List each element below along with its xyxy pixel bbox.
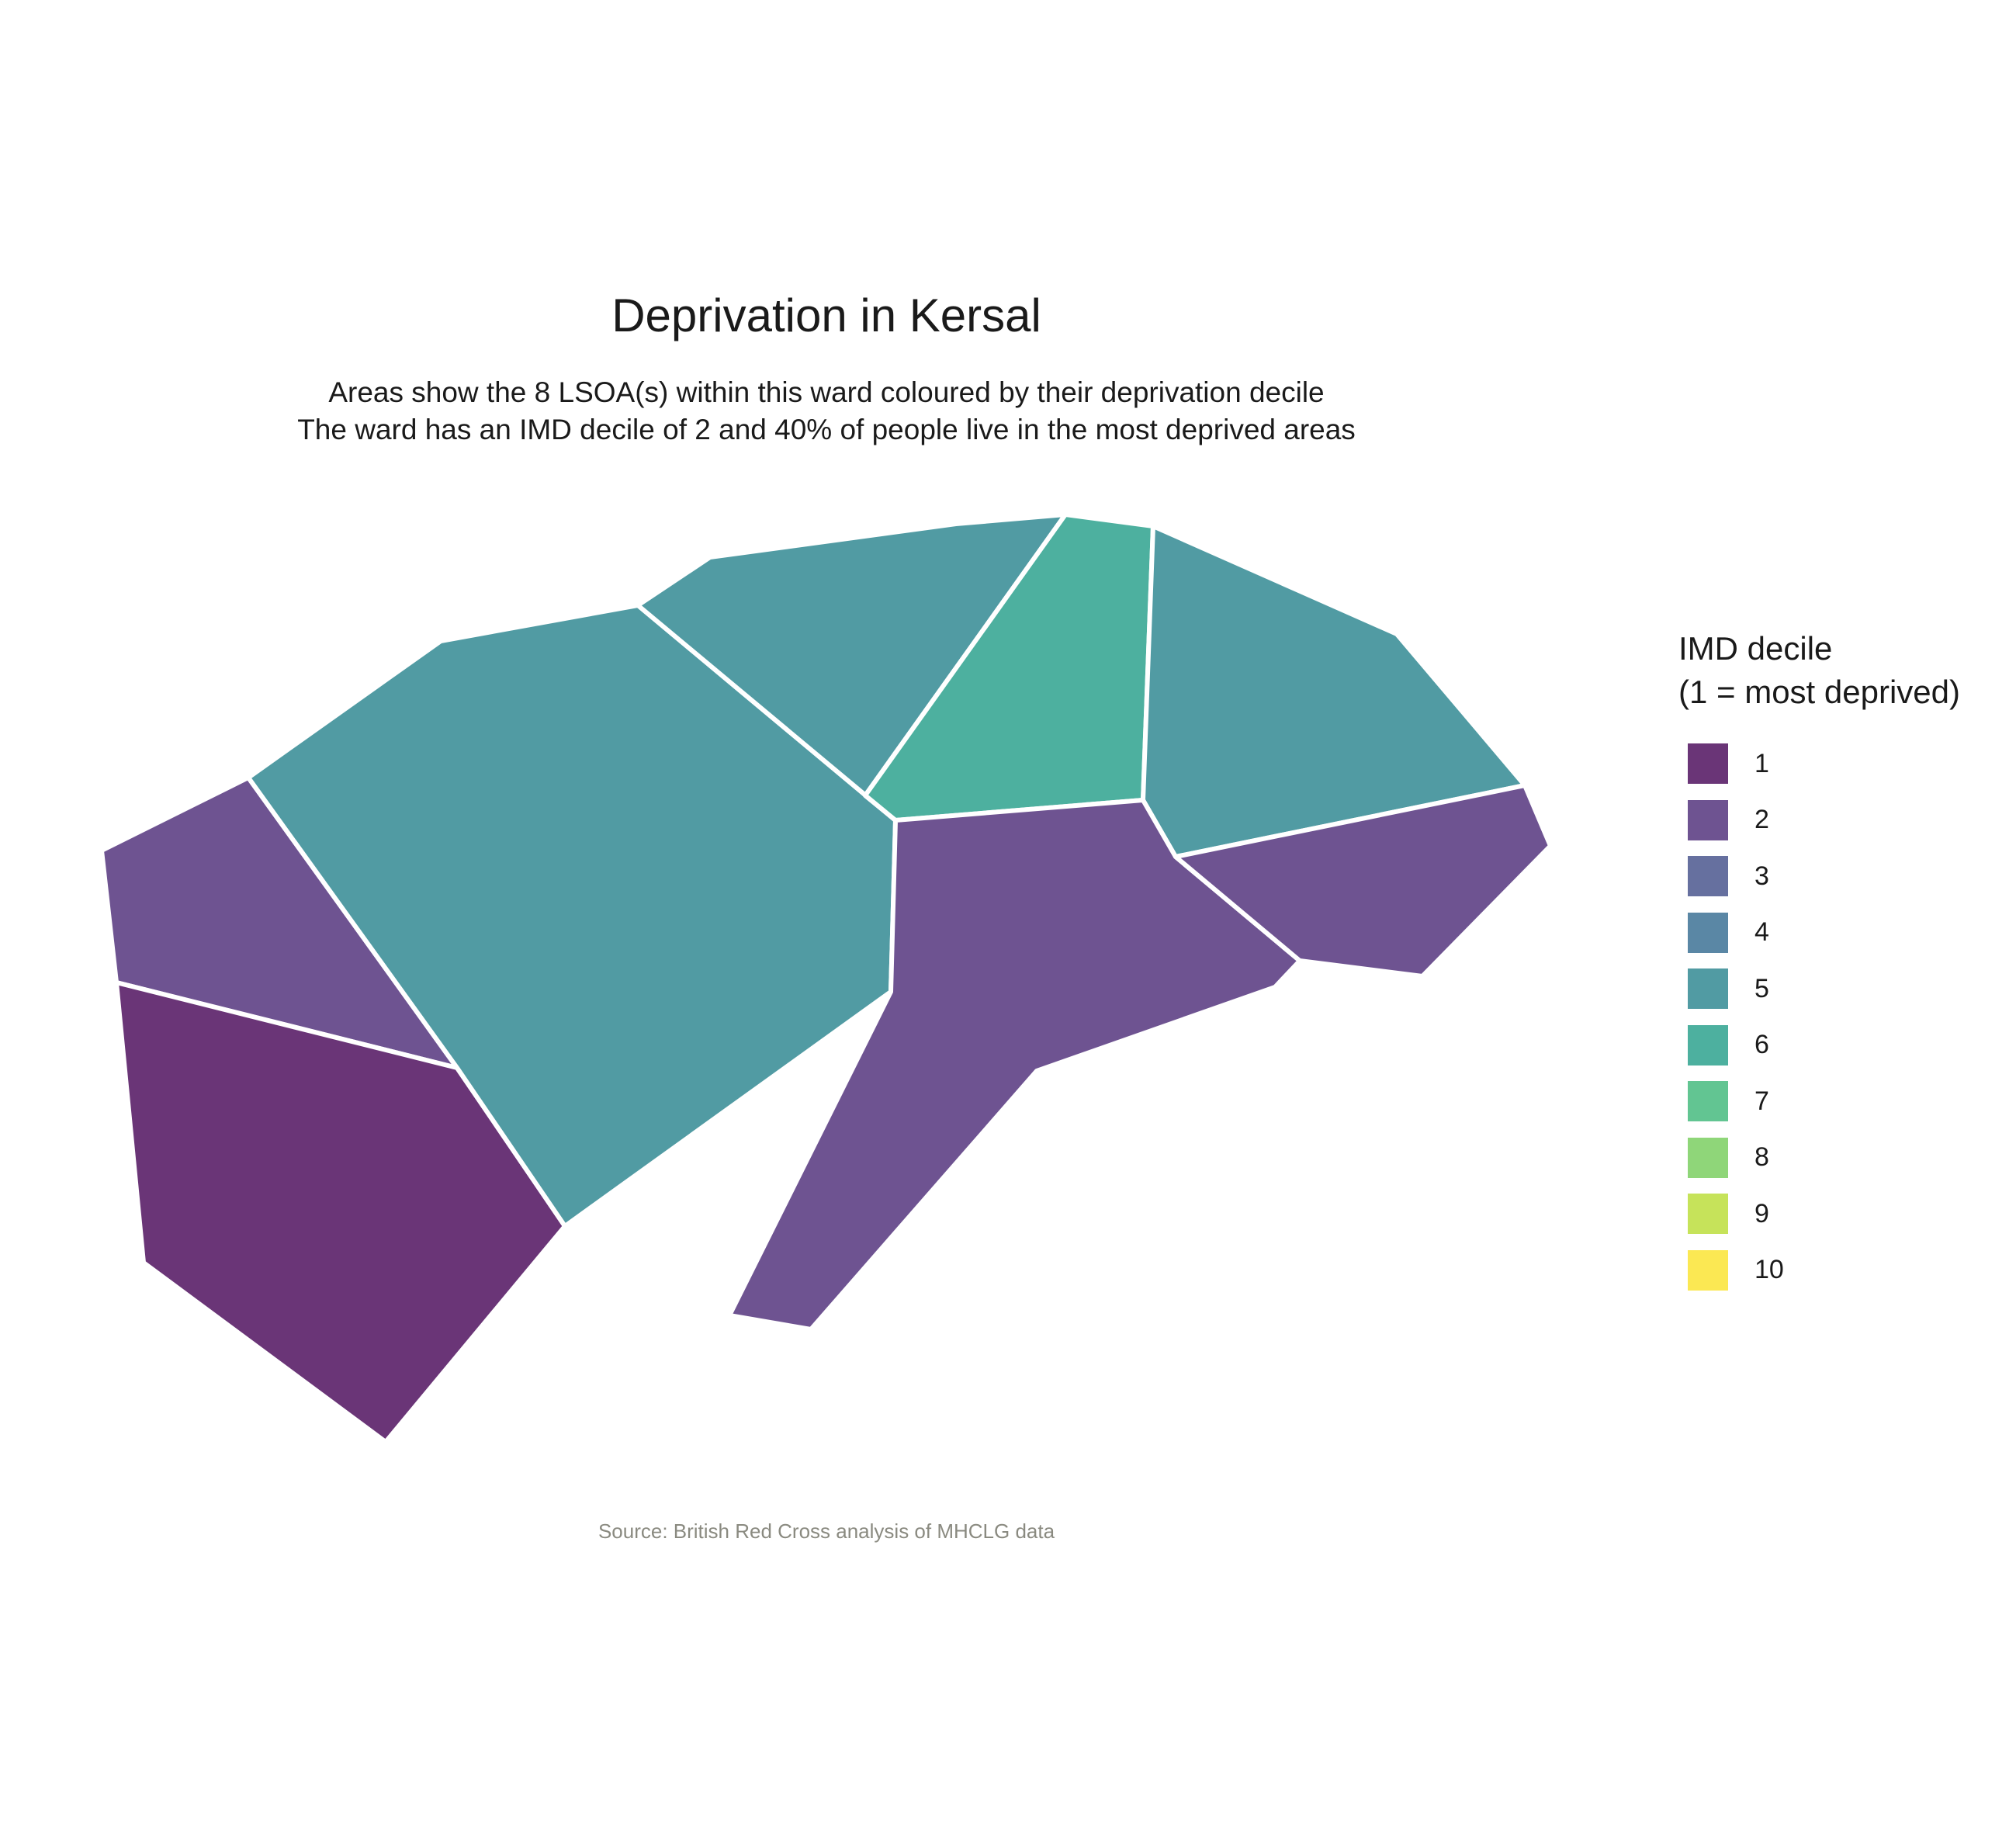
source-caption: Source: British Red Cross analysis of MH… <box>598 1519 1055 1543</box>
legend-item-3: 3 <box>1678 848 1960 905</box>
legend-swatch <box>1688 968 1728 1010</box>
legend-item-8: 8 <box>1678 1130 1960 1187</box>
lsoa-area-south-central <box>727 798 1302 1332</box>
legend-swatch <box>1688 856 1728 897</box>
map-title: Deprivation in Kersal <box>611 289 1041 341</box>
legend-swatch <box>1688 1081 1728 1122</box>
legend-item-6: 6 <box>1678 1017 1960 1074</box>
legend-swatch <box>1688 743 1728 785</box>
legend-item-4: 4 <box>1678 905 1960 962</box>
lsoa-area-east <box>1173 783 1553 979</box>
legend-title-line-2: (1 = most deprived) <box>1678 674 1960 710</box>
legend-item-5: 5 <box>1678 961 1960 1017</box>
legend: IMD decile (1 = most deprived) 1 2 3 4 5… <box>1678 627 1960 1298</box>
subtitle-line-2: The ward has an IMD decile of 2 and 40% … <box>297 414 1356 445</box>
legend-label: 2 <box>1754 805 1769 835</box>
legend-label: 1 <box>1754 748 1769 778</box>
legend-item-7: 7 <box>1678 1073 1960 1130</box>
legend-item-10: 10 <box>1678 1242 1960 1299</box>
subtitle-line-1: Areas show the 8 LSOA(s) within this war… <box>328 376 1325 408</box>
legend-label: 4 <box>1754 917 1769 948</box>
legend-swatch <box>1688 1024 1728 1065</box>
map-subtitle: Areas show the 8 LSOA(s) within this war… <box>0 374 1653 449</box>
legend-label: 8 <box>1754 1142 1769 1173</box>
lsoa-areas <box>99 512 1553 1444</box>
legend-title: IMD decile (1 = most deprived) <box>1678 627 1960 714</box>
legend-title-line-1: IMD decile <box>1678 630 1833 667</box>
legend-item-2: 2 <box>1678 792 1960 849</box>
legend-label: 6 <box>1754 1030 1769 1060</box>
legend-label: 3 <box>1754 861 1769 891</box>
legend-swatch <box>1688 1194 1728 1235</box>
legend-items: 1 2 3 4 5 6 7 8 9 10 <box>1678 736 1960 1298</box>
lsoa-area-southwest <box>114 980 567 1444</box>
legend-swatch <box>1688 1137 1728 1178</box>
legend-swatch <box>1688 912 1728 953</box>
legend-swatch <box>1688 799 1728 840</box>
legend-label: 9 <box>1754 1198 1769 1228</box>
legend-label: 5 <box>1754 973 1769 1003</box>
legend-label: 10 <box>1754 1255 1784 1285</box>
legend-swatch <box>1688 1249 1728 1291</box>
legend-item-9: 9 <box>1678 1186 1960 1242</box>
legend-item-1: 1 <box>1678 736 1960 792</box>
legend-label: 7 <box>1754 1086 1769 1116</box>
